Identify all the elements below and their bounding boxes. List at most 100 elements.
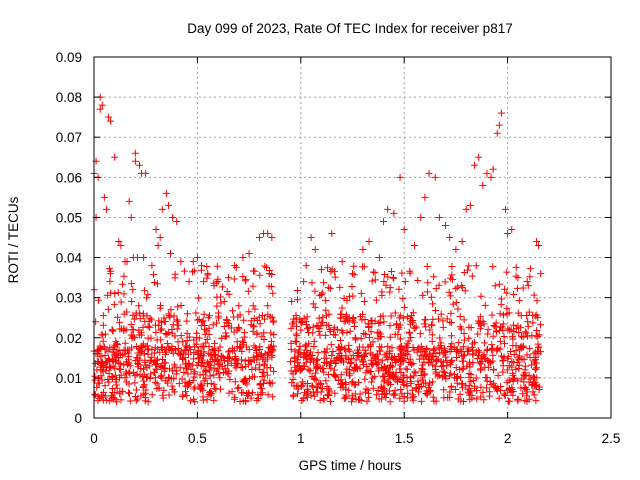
data-point xyxy=(239,273,247,281)
data-point xyxy=(327,358,335,366)
data-point xyxy=(137,364,145,372)
data-point xyxy=(297,326,305,334)
data-point xyxy=(267,282,275,290)
data-point xyxy=(253,396,261,404)
data-point xyxy=(367,341,375,349)
data-point xyxy=(117,396,125,404)
data-point xyxy=(91,372,99,380)
data-point xyxy=(158,325,166,333)
data-point xyxy=(403,313,411,321)
data-point xyxy=(213,319,221,327)
data-point xyxy=(167,306,175,314)
data-point xyxy=(121,347,129,355)
data-point xyxy=(440,344,448,352)
data-point xyxy=(267,329,275,337)
data-point xyxy=(428,331,436,339)
data-point xyxy=(218,352,226,360)
data-point xyxy=(111,351,119,359)
data-point xyxy=(495,394,503,402)
data-point xyxy=(446,361,454,369)
data-point xyxy=(232,356,240,364)
data-point xyxy=(349,292,357,300)
data-point xyxy=(401,277,409,285)
data-point xyxy=(125,197,133,205)
data-point xyxy=(291,347,299,355)
data-point xyxy=(323,321,331,329)
data-point xyxy=(402,365,410,373)
data-point xyxy=(309,300,317,308)
data-point xyxy=(308,279,316,287)
data-point xyxy=(210,351,218,359)
data-point xyxy=(458,384,466,392)
data-point xyxy=(380,378,388,386)
data-point xyxy=(504,355,512,363)
data-point xyxy=(461,351,469,359)
data-point xyxy=(491,383,499,391)
data-point xyxy=(94,379,102,387)
data-point xyxy=(509,372,517,380)
data-point xyxy=(161,365,169,373)
y-tick-label: 0 xyxy=(74,411,82,426)
data-point xyxy=(234,313,242,321)
data-point xyxy=(260,369,268,377)
data-point xyxy=(150,349,158,357)
data-point xyxy=(241,376,249,384)
data-point xyxy=(214,309,222,317)
data-point xyxy=(184,370,192,378)
data-point xyxy=(261,262,269,270)
data-point xyxy=(360,361,368,369)
data-point xyxy=(291,337,299,345)
data-point xyxy=(411,242,419,250)
data-points xyxy=(90,93,545,406)
data-point xyxy=(374,387,382,395)
data-point xyxy=(238,337,246,345)
data-point xyxy=(386,322,394,330)
data-point xyxy=(338,304,346,312)
data-point xyxy=(371,276,379,284)
data-point xyxy=(517,332,525,340)
data-point xyxy=(326,398,334,406)
data-point xyxy=(99,337,107,345)
data-point xyxy=(474,330,482,338)
data-point xyxy=(336,283,344,291)
data-point xyxy=(183,382,191,390)
data-point xyxy=(217,299,225,307)
data-point xyxy=(413,384,421,392)
plot-frame xyxy=(93,56,612,419)
data-point xyxy=(519,342,527,350)
data-point xyxy=(468,272,476,280)
data-point xyxy=(178,375,186,383)
data-point xyxy=(458,282,466,290)
data-point xyxy=(406,329,414,337)
data-point xyxy=(331,371,339,379)
data-point xyxy=(382,367,390,375)
data-point xyxy=(253,356,261,364)
data-point xyxy=(398,269,406,277)
data-point xyxy=(367,378,375,386)
data-point xyxy=(402,342,410,350)
data-point xyxy=(461,287,469,295)
data-point xyxy=(305,340,313,348)
data-point xyxy=(190,355,198,363)
data-point xyxy=(184,350,192,358)
data-point xyxy=(260,379,268,387)
data-point xyxy=(407,379,415,387)
data-point xyxy=(270,317,278,325)
data-point xyxy=(495,280,503,288)
data-point xyxy=(239,254,247,262)
data-point xyxy=(521,328,529,336)
data-point xyxy=(169,213,177,221)
data-point xyxy=(213,302,221,310)
data-point xyxy=(195,294,203,302)
data-point xyxy=(352,336,360,344)
data-point xyxy=(161,317,169,325)
data-point xyxy=(106,344,114,352)
data-point xyxy=(314,355,322,363)
data-point xyxy=(465,389,473,397)
data-point xyxy=(320,368,328,376)
data-point xyxy=(504,325,512,333)
data-point xyxy=(533,311,541,319)
data-point xyxy=(144,398,152,406)
data-point xyxy=(268,271,276,279)
data-point xyxy=(245,389,253,397)
